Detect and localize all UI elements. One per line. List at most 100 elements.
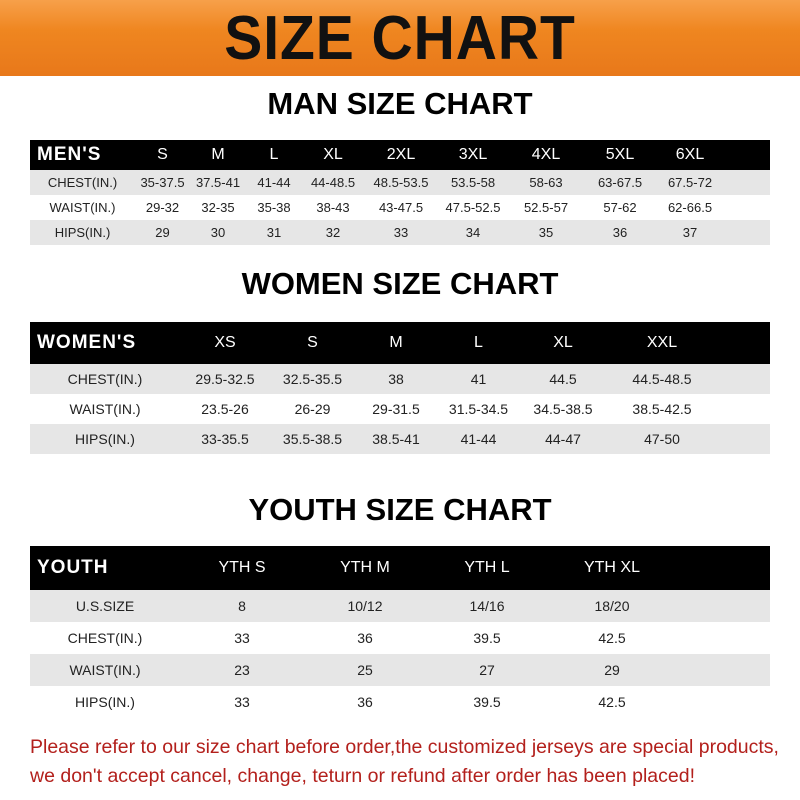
cell: YTH S [218, 559, 266, 576]
cell: 23 [234, 662, 250, 678]
cell: S [307, 334, 318, 351]
cell: 37.5-41 [195, 175, 241, 190]
cell: 32-35 [201, 200, 235, 215]
cell: 38.5-41 [372, 431, 420, 447]
table-header: YOUTH YTH S YTH M YTH L YTH XL [30, 546, 770, 590]
cell: YTH XL [583, 559, 640, 576]
cell: YTH L [464, 559, 510, 576]
men-size-table: MEN'S S M L XL 2XL 3XL 4XL 5XL 6XL CHEST(IN.) 35-37… [30, 140, 770, 245]
cell: XS [214, 334, 236, 351]
cell: 4XL [531, 146, 561, 163]
men-section-title: MAN SIZE CHART [267, 86, 533, 121]
table-row: HIPS(IN.) 33 36 39.5 42.5 [30, 686, 770, 718]
cell: 33 [234, 694, 250, 710]
cell: 52.5-57 [523, 200, 569, 215]
youth-section-title: YOUTH SIZE CHART [248, 492, 552, 527]
table-row: HIPS(IN.) 29 30 31 32 33 34 35 36 37 [30, 220, 770, 245]
table-row: CHEST(IN.) 29.5-32.5 32.5-35.5 38 41 44.5 44.5… [30, 364, 770, 394]
cell: M [211, 146, 225, 163]
cell: 57-62 [603, 200, 637, 215]
cell: 35.5-38.5 [282, 431, 343, 447]
cell: 36 [357, 694, 373, 710]
row-label: CHEST(IN.) [67, 371, 143, 387]
cell: XL [553, 334, 573, 351]
cell: 41 [470, 371, 487, 387]
table-header: WOMEN'S XS S M L XL XXL [30, 322, 770, 364]
cell: 26-29 [294, 401, 331, 417]
cell: 35 [538, 225, 554, 240]
row-label: HIPS(IN.) [54, 225, 111, 240]
cell: 37 [682, 225, 698, 240]
cell: 29.5-32.5 [195, 371, 255, 387]
cell: 3XL [458, 146, 488, 163]
cell: 38 [388, 371, 404, 387]
table-row: U.S.SIZE 8 10/12 14/16 18/20 [30, 590, 770, 622]
notice-line: we don't accept cancel, change, teturn o… [30, 765, 695, 787]
cell: 6XL [675, 146, 705, 163]
table-row: HIPS(IN.) 33-35.5 35.5-38.5 38.5-41 41-44 44-… [30, 424, 770, 454]
cell: 44-47 [545, 431, 581, 447]
cell: 62-66.5 [667, 200, 713, 215]
cell: 33-35.5 [201, 431, 249, 447]
cell: XL [323, 146, 343, 163]
cell: L [474, 334, 483, 351]
cell: 35-38 [257, 200, 291, 215]
table-row: WAIST(IN.) 23 25 27 29 [30, 654, 770, 686]
cell: 10/12 [347, 598, 383, 614]
cell: 33 [234, 630, 250, 646]
cell: 32 [325, 225, 341, 240]
cell: 58-63 [529, 175, 563, 190]
cell: 39.5 [473, 694, 501, 710]
cell: 25 [357, 662, 373, 678]
row-label: CHEST(IN.) [47, 175, 118, 190]
cell: 41-44 [257, 175, 291, 190]
row-label: WAIST(IN.) [69, 662, 141, 678]
cell: 38-43 [316, 200, 350, 215]
cell: M [389, 334, 403, 351]
youth-size-table: YOUTH YTH S YTH M YTH L YTH XL U.S.SIZE 8 10/12… [30, 546, 770, 718]
cell: 44-48.5 [310, 175, 356, 190]
page-title: SIZE CHART [224, 3, 576, 73]
cell: 8 [238, 598, 246, 614]
table-row: WAIST(IN.) 29-32 32-35 35-38 38-43 43-47.5 47.… [30, 195, 770, 220]
cell: 39.5 [473, 630, 501, 646]
cell: 44.5 [549, 371, 577, 387]
cell: 29-32 [145, 200, 180, 215]
women-section-title: WOMEN SIZE CHART [241, 266, 559, 301]
cell: 30 [210, 225, 226, 240]
cell: 41-44 [460, 431, 497, 447]
cell: 63-67.5 [597, 175, 643, 190]
table-row: CHEST(IN.) 35-37.5 37.5-41 41-44 44-48.5 48.5… [30, 170, 770, 195]
cell: YTH M [340, 559, 390, 576]
cell: 67.5-72 [667, 175, 713, 190]
cell: 34.5-38.5 [533, 401, 593, 417]
cell: 23.5-26 [201, 401, 249, 417]
row-label: HIPS(IN.) [75, 694, 135, 710]
women-size-table: WOMEN'S XS S M L XL XXL CHEST(IN.) 29.5-32.5 32.5… [30, 322, 770, 454]
cell: S [157, 146, 168, 163]
cell: 42.5 [598, 630, 626, 646]
row-label: U.S.SIZE [75, 598, 135, 614]
cell: XXL [646, 334, 678, 351]
row-label: WOMEN'S [37, 332, 137, 353]
cell: 36 [357, 630, 373, 646]
table-row: WAIST(IN.) 23.5-26 26-29 29-31.5 31.5-34.5 34… [30, 394, 770, 424]
row-label: YOUTH [37, 557, 109, 578]
cell: 33 [393, 225, 409, 240]
notice-line: Please refer to our size chart before or… [30, 736, 779, 758]
row-label: CHEST(IN.) [67, 630, 143, 646]
cell: 31 [266, 225, 282, 240]
row-label: HIPS(IN.) [75, 431, 135, 447]
table-row: CHEST(IN.) 33 36 39.5 42.5 [30, 622, 770, 654]
cell: 18/20 [594, 598, 630, 614]
cell: 48.5-53.5 [373, 175, 429, 190]
cell: 29 [604, 662, 620, 678]
title-banner: SIZE CHART [0, 0, 800, 76]
row-label: WAIST(IN.) [49, 200, 116, 215]
cell: 14/16 [469, 598, 505, 614]
cell: L [269, 146, 279, 163]
notice-text: Please refer to our size chart before or… [30, 733, 790, 791]
cell: 53.5-58 [450, 175, 496, 190]
cell: 42.5 [598, 694, 626, 710]
cell: 35-37.5 [140, 175, 185, 190]
